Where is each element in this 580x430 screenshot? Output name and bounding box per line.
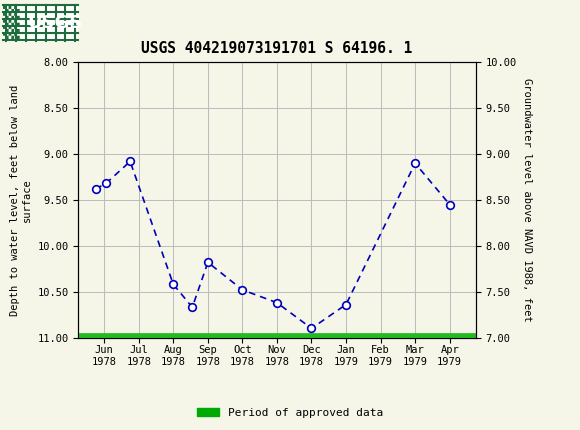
Y-axis label: Depth to water level, feet below land
surface: Depth to water level, feet below land su… [10, 84, 32, 316]
Title: USGS 404219073191701 S 64196. 1: USGS 404219073191701 S 64196. 1 [142, 40, 412, 55]
Y-axis label: Groundwater level above NAVD 1988, feet: Groundwater level above NAVD 1988, feet [522, 78, 532, 322]
FancyBboxPatch shape [3, 3, 78, 42]
Text: USGS: USGS [28, 14, 83, 31]
Text: ▒: ▒ [3, 6, 20, 39]
Legend: Period of approved data: Period of approved data [193, 403, 387, 422]
